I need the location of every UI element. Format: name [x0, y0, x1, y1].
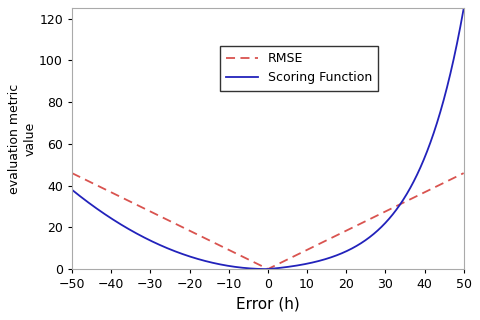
- Legend: RMSE, Scoring Function: RMSE, Scoring Function: [220, 46, 378, 91]
- Line: Scoring Function: Scoring Function: [72, 9, 464, 269]
- Line: RMSE: RMSE: [72, 173, 464, 269]
- RMSE: [260, 265, 265, 268]
- Scoring Function: [449, 63, 455, 67]
- RMSE: [69, 171, 75, 175]
- X-axis label: Error (h): Error (h): [236, 297, 300, 312]
- Scoring Function: [450, 62, 456, 66]
- RMSE: [449, 177, 455, 180]
- Scoring Function: [265, 267, 271, 271]
- Scoring Function: [249, 267, 255, 270]
- RMSE: [450, 177, 456, 180]
- Scoring Function: [69, 188, 75, 192]
- Scoring Function: [260, 267, 265, 271]
- RMSE: [461, 171, 467, 175]
- Y-axis label: evaluation metric
value: evaluation metric value: [8, 84, 36, 194]
- RMSE: [89, 181, 95, 185]
- RMSE: [249, 260, 255, 263]
- Scoring Function: [378, 226, 384, 230]
- RMSE: [265, 267, 271, 271]
- RMSE: [378, 212, 384, 216]
- Scoring Function: [461, 7, 467, 11]
- Scoring Function: [89, 203, 95, 207]
